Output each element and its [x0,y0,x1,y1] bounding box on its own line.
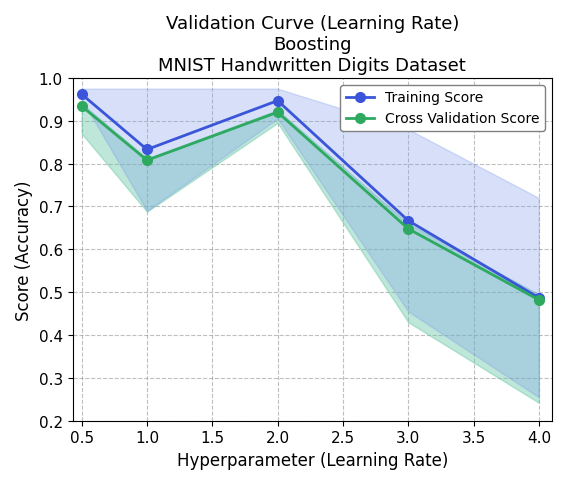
Training Score [78,92,85,98]
Line: Cross Validation Score: Cross Validation Score [77,102,544,305]
X-axis label: Hyperparameter (Learning Rate): Hyperparameter (Learning Rate) [176,451,448,469]
Training Score [274,99,281,105]
Title: Validation Curve (Learning Rate)
Boosting
MNIST Handwritten Digits Dataset: Validation Curve (Learning Rate) Boostin… [158,15,466,75]
Cross Validation Score [274,110,281,116]
Cross Validation Score [535,297,542,303]
Y-axis label: Score (Accuracy): Score (Accuracy) [15,180,33,320]
Training Score [143,147,150,153]
Training Score [405,218,412,224]
Line: Training Score: Training Score [77,90,544,303]
Legend: Training Score, Cross Validation Score: Training Score, Cross Validation Score [340,86,545,132]
Cross Validation Score [78,104,85,110]
Cross Validation Score [143,158,150,164]
Training Score [535,295,542,301]
Cross Validation Score [405,227,412,232]
